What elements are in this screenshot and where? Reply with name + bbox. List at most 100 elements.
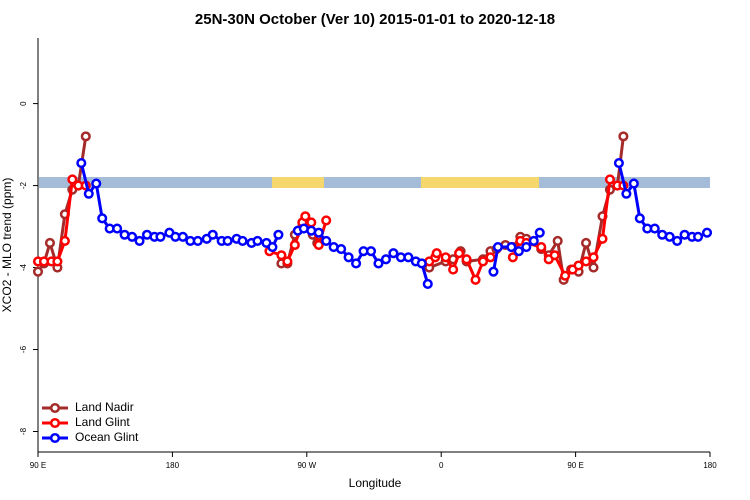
data-point [313,227,324,238]
data-point [207,229,218,240]
data-point [416,258,427,269]
data-point [321,215,332,226]
chart-title: 25N-30N October (Ver 10) 2015-01-01 to 2… [195,11,555,28]
data-point [91,178,102,189]
data-point [431,248,442,259]
data-point [177,231,188,242]
data-point [289,239,300,251]
data-point [552,235,563,246]
data-point [351,258,362,269]
land-strip [272,177,324,188]
data-point [485,252,496,263]
data-point [521,241,532,253]
data-point [549,250,560,261]
data-point [67,174,78,185]
series [76,157,713,289]
data-point [192,235,203,246]
data-point [488,266,499,277]
data-point [507,252,518,263]
data-point [597,233,608,244]
x-tick-label: 90 E [30,461,46,470]
legend-marker [49,417,61,429]
data-point [76,157,87,169]
data-point [80,131,91,142]
data-point [672,235,683,246]
legend-marker [49,432,61,444]
y-tick-label: -8 [19,427,28,435]
data-point [513,246,524,257]
data-point [477,256,489,267]
data-point [621,188,632,199]
data-point [528,235,539,246]
data-point [634,213,645,224]
data-point [588,252,599,263]
data-point [306,217,317,228]
data-point [693,231,704,242]
data-point [343,252,354,263]
data-point [282,256,293,267]
data-point [604,174,615,185]
data-point [422,278,433,289]
data-point [237,235,248,246]
data-point [134,235,145,246]
data-point [112,223,123,234]
data-point [276,250,287,261]
data-point [273,229,284,240]
data-point [649,223,660,234]
x-axis-label: Longitude [349,476,402,490]
data-point [97,213,108,224]
data-point [32,266,44,277]
data-point [403,252,414,263]
y-axis-label: XCO2 - MLO trend (ppm) [0,178,14,313]
y-tick-label: -4 [19,263,28,271]
data-point [461,254,472,265]
data-point [321,235,332,246]
data-point [448,264,459,275]
data-point [252,235,263,246]
data-point [506,241,517,253]
data-point [365,246,377,257]
x-tick-label: 90 E [567,461,583,470]
data-point [336,244,347,255]
data-point [573,260,584,271]
x-tick-label: 180 [703,461,717,470]
data-point [83,188,94,199]
y-tick-label: 0 [19,101,28,106]
data-point [536,241,547,253]
data-point [388,248,399,259]
data-point [618,131,629,142]
data-point [127,231,138,242]
x-tick-label: 90 W [297,461,316,470]
data-point [222,235,233,246]
ocean-strip [39,177,710,188]
x-tick-label: 0 [439,461,444,470]
series [32,174,629,285]
data-point [701,227,713,238]
x-tick-label: 180 [166,461,180,470]
land-mask-strip [39,177,710,188]
y-tick-label: -2 [19,181,28,189]
land-strip [421,177,539,188]
data-point [155,231,166,242]
data-point [373,258,384,269]
data-point [313,239,324,251]
data-point [628,178,639,189]
data-point [581,237,592,249]
data-point [440,252,451,263]
data-point [492,241,503,253]
legend-marker [49,402,61,414]
data-point [52,256,63,267]
data-point [470,274,481,285]
legend-label: Land Glint [75,415,130,429]
data-point [560,270,571,281]
data-point [300,211,311,222]
data-point [454,248,465,259]
legend-label: Land Nadir [75,400,134,414]
data-point [59,235,70,246]
data-point [664,231,675,242]
legend-label: Ocean Glint [75,430,139,444]
data-point [380,254,391,265]
data-point [588,262,599,273]
data-point [581,256,592,267]
